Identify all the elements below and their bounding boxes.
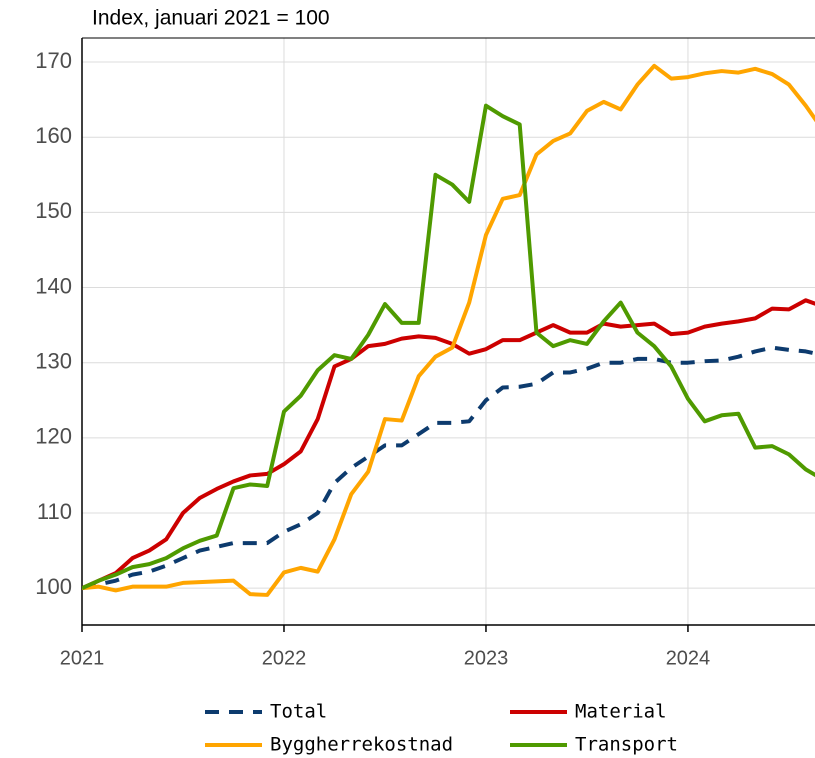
y-tick-label: 140 xyxy=(35,273,72,298)
subtitle: Index, januari 2021 = 100 xyxy=(92,7,330,30)
y-tick-label: 150 xyxy=(35,198,72,223)
x-tick-label: 2024 xyxy=(666,647,711,669)
series-line xyxy=(82,63,815,597)
legend-label: Byggherrekostnad xyxy=(270,734,453,756)
x-tick-label: 2021 xyxy=(60,647,105,669)
legend-label: Transport xyxy=(575,734,678,756)
y-tick-label: 130 xyxy=(35,349,72,374)
legend-label: Material xyxy=(575,701,667,723)
x-tick-label: 2023 xyxy=(464,647,509,669)
y-tick-label: 170 xyxy=(35,48,72,73)
series-line xyxy=(82,103,815,590)
x-tick-label: 2022 xyxy=(262,647,307,669)
legend-label: Total xyxy=(270,701,327,723)
y-tick-label: 120 xyxy=(35,424,72,449)
plot-area xyxy=(82,63,815,597)
y-tick-label: 110 xyxy=(37,499,72,524)
y-tick-label: 160 xyxy=(35,123,72,148)
y-tick-label: 100 xyxy=(35,574,72,599)
series-line xyxy=(82,345,815,591)
